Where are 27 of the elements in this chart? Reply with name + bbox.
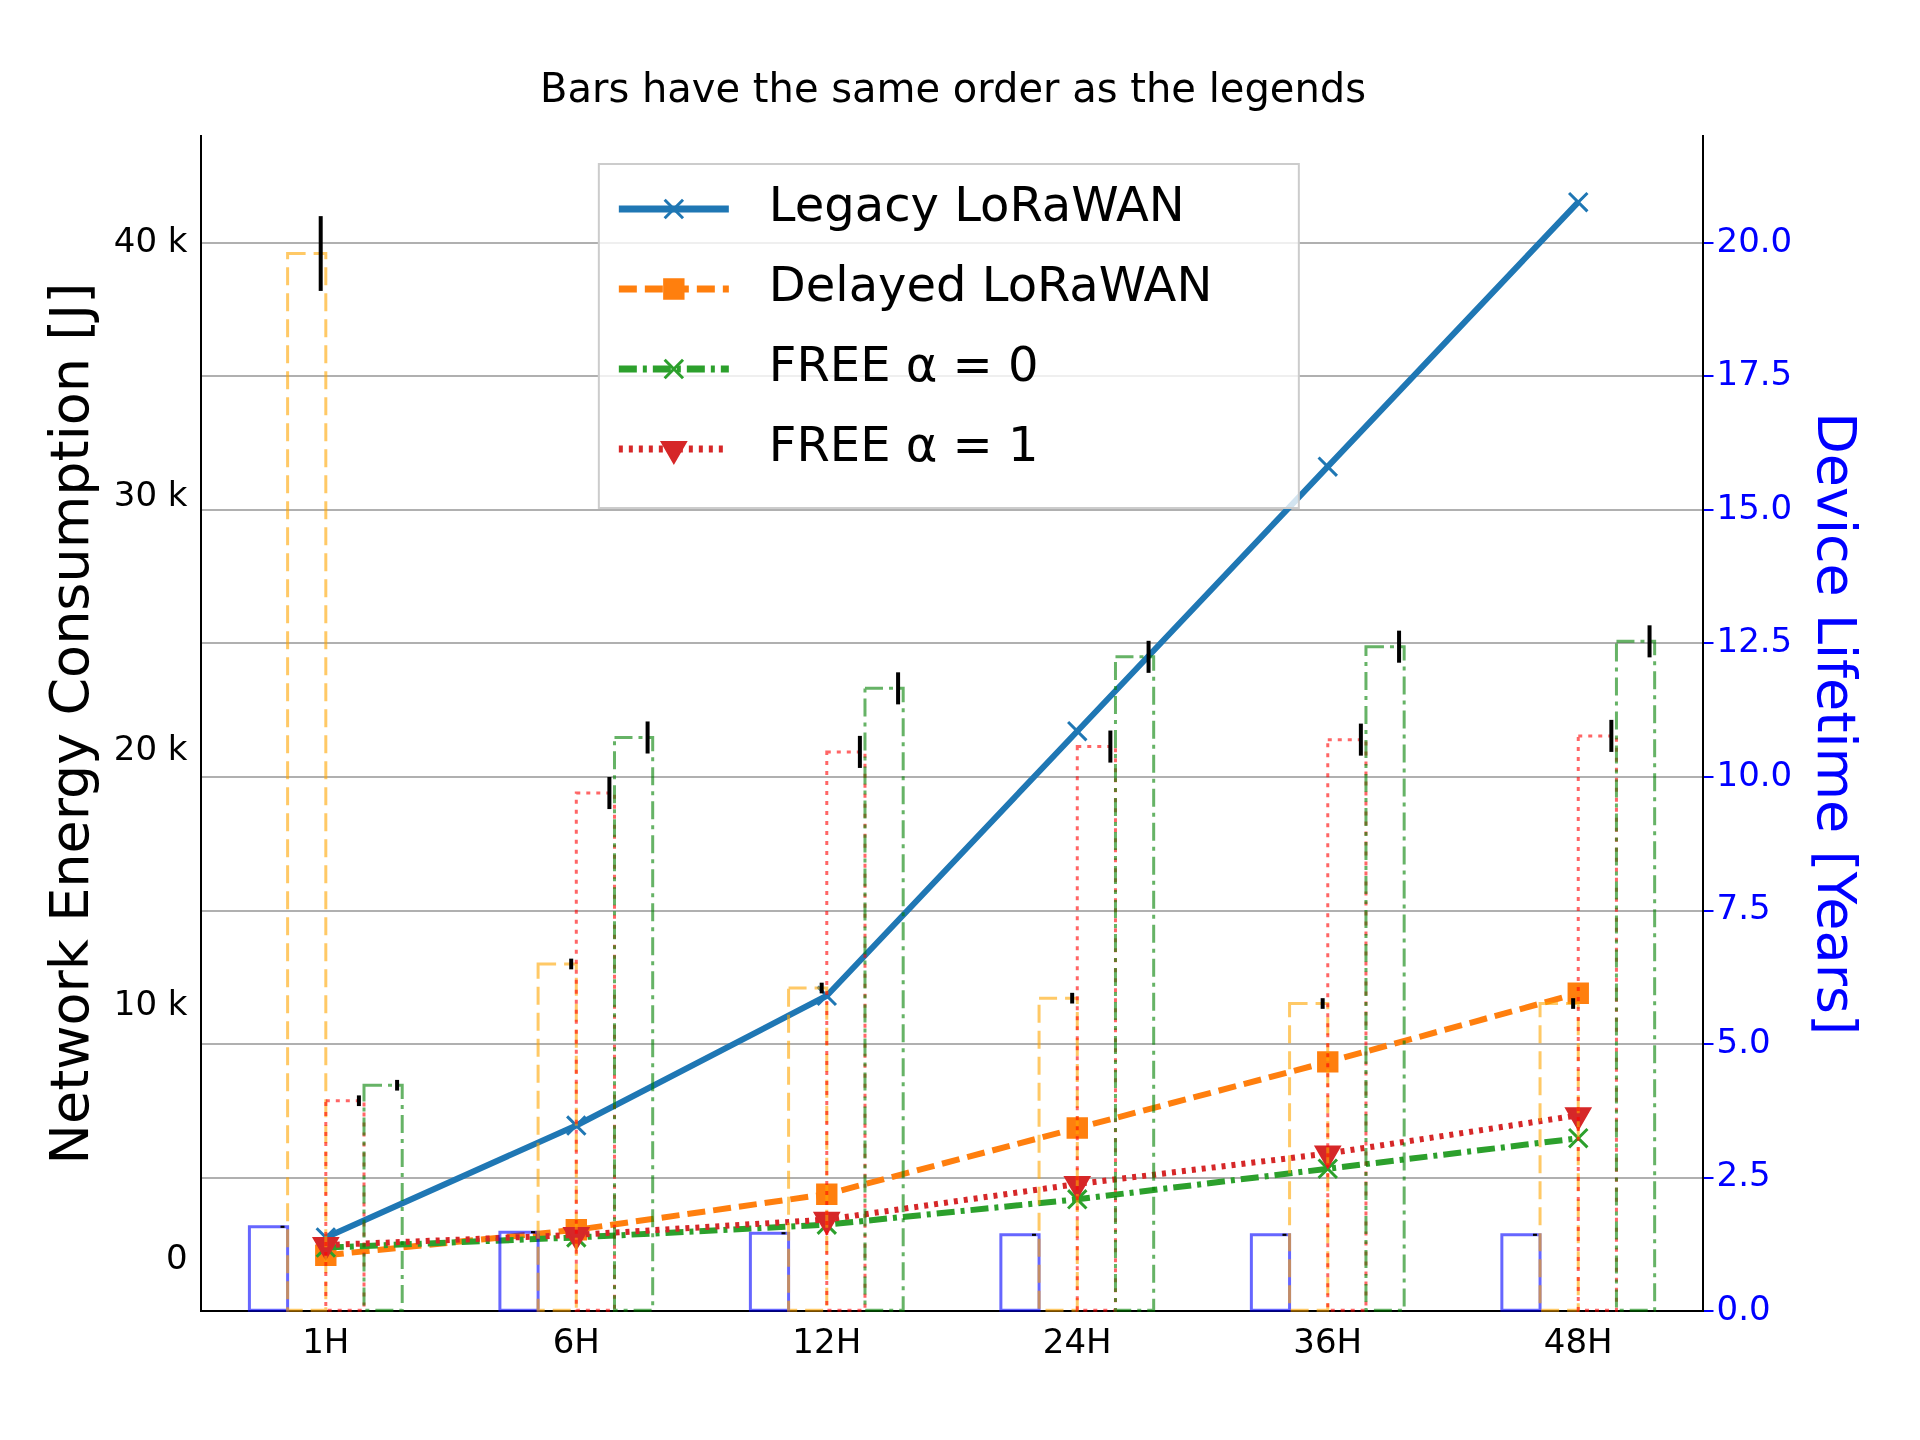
y-tick-label: 0 xyxy=(165,1237,188,1278)
y-tick-label: 10 k xyxy=(113,982,188,1023)
chart-title: Bars have the same order as the legends xyxy=(540,65,1366,112)
y-tick-label: 30 k xyxy=(113,474,188,515)
legend-label: Legacy LoRaWAN xyxy=(768,176,1185,233)
x-tick-label: 36H xyxy=(1293,1321,1363,1362)
legend-label: Delayed LoRaWAN xyxy=(768,256,1213,313)
y2-tick-label: 0.0 xyxy=(1716,1288,1771,1329)
x-tick-label: 6H xyxy=(552,1321,600,1362)
y-tick-label: 40 k xyxy=(113,219,188,260)
y2-tick-label: 5.0 xyxy=(1716,1020,1771,1061)
y2-tick-label: 20.0 xyxy=(1716,219,1793,260)
x-tick-label: 12H xyxy=(792,1321,862,1362)
y2-tick-label: 7.5 xyxy=(1716,887,1771,928)
y2-tick-label: 10.0 xyxy=(1716,753,1793,794)
x-tick-label: 48H xyxy=(1543,1321,1613,1362)
y2-tick-label: 2.5 xyxy=(1716,1154,1771,1195)
y-tick-label: 20 k xyxy=(113,728,188,769)
x-tick-label: 24H xyxy=(1042,1321,1112,1362)
legend-label: FREE α = 1 xyxy=(768,416,1039,473)
y2-tick-label: 12.5 xyxy=(1716,620,1793,661)
y-axis-title: Network Energy Consumption [J] xyxy=(38,282,102,1165)
y2-axis-title: Device Lifetime [Years] xyxy=(1804,412,1868,1036)
y2-tick-label: 17.5 xyxy=(1716,353,1793,394)
legend-label: FREE α = 0 xyxy=(768,336,1039,393)
x-tick-label: 1H xyxy=(302,1321,350,1362)
y2-tick-label: 15.0 xyxy=(1716,486,1793,527)
